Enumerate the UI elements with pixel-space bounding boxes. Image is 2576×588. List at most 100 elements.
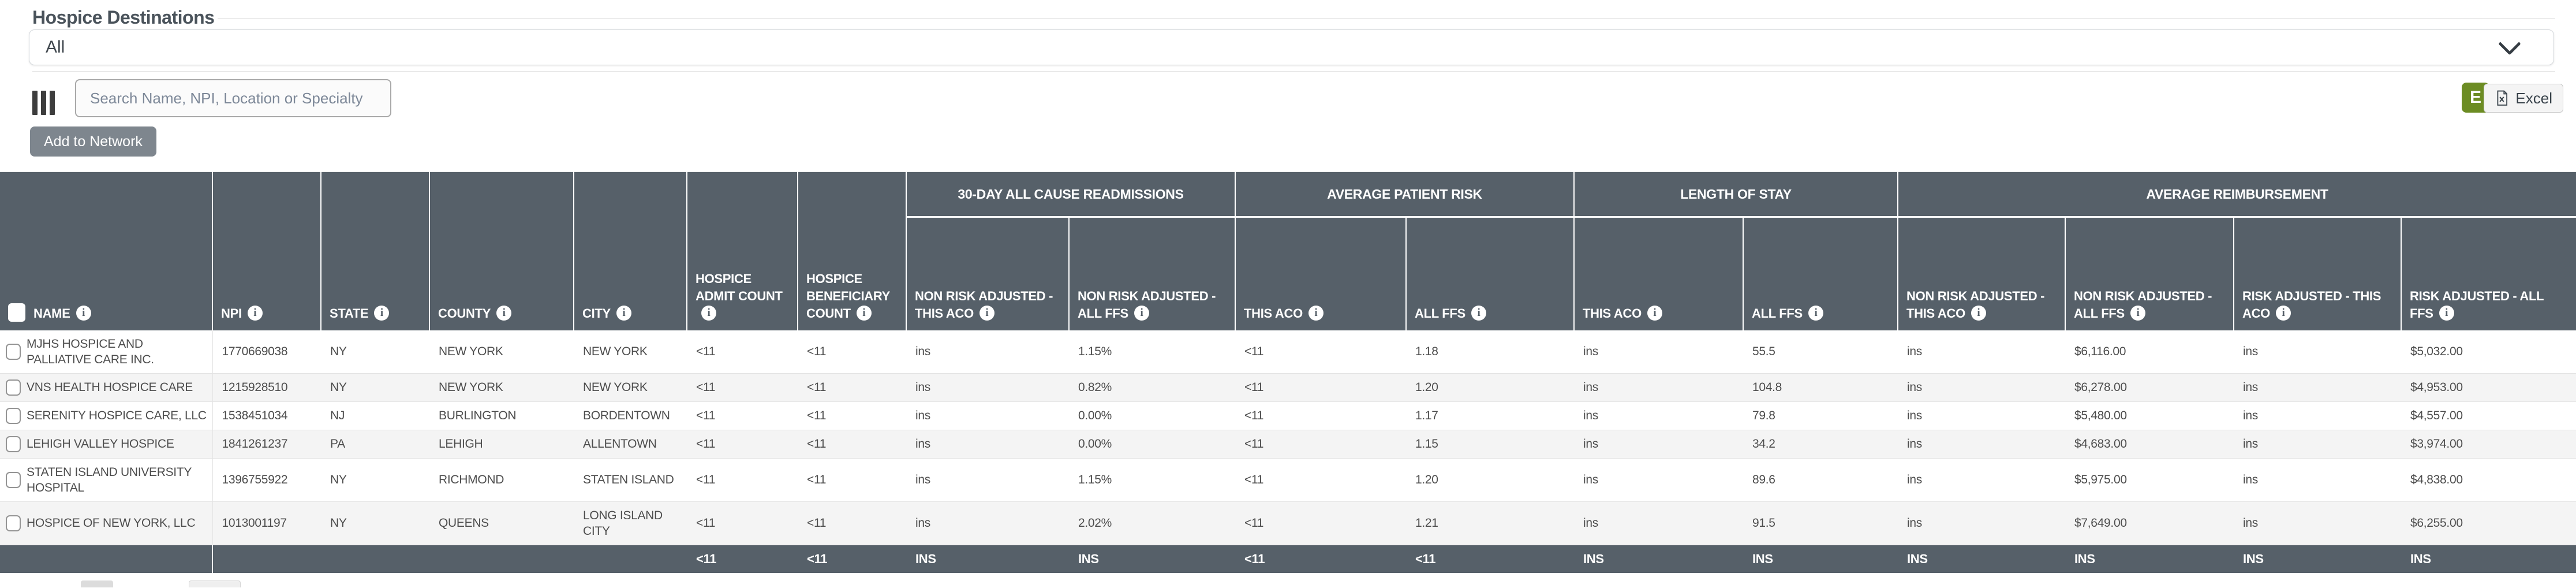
cell-los-this-aco: ins [1574,430,1743,459]
header-name[interactable]: NAME [0,172,212,330]
cell-risk-all-ffs: 1.20 [1406,373,1574,402]
row-checkbox[interactable] [6,436,21,452]
summary-row: <11 <11 INS INS <11 <11 INS INS INS INS … [0,545,2576,573]
cell-readm-nonrisk-this-aco: ins [906,501,1069,545]
cell-readm-nonrisk-all-ffs: 1.15% [1069,330,1235,374]
info-icon[interactable] [1308,305,1323,321]
info-icon[interactable] [2439,305,2454,321]
cell-reimb-nonrisk-this-aco: ins [1898,330,2065,374]
row-checkbox[interactable] [6,471,21,488]
cell-reimb-nonrisk-all-ffs: $6,278.00 [2065,373,2234,402]
header-county[interactable]: COUNTY [429,172,574,330]
cell-readm-nonrisk-all-ffs: 0.00% [1069,401,1235,430]
header-city[interactable]: CITY [573,172,687,330]
pagination-button-partial[interactable] [189,580,241,587]
cell-readm-nonrisk-all-ffs: 0.00% [1069,430,1235,459]
info-icon[interactable] [2130,305,2145,321]
search-input[interactable] [75,79,391,117]
header-los-this-aco[interactable]: THIS ACO [1573,217,1743,330]
info-icon[interactable] [76,305,91,321]
cell-city: LONG ISLAND CITY [574,501,687,545]
table-row: HOSPICE OF NEW YORK, LLC 1013001197 NY Q… [0,501,2576,545]
group-header-length-of-stay: LENGTH OF STAY [1573,172,1898,218]
row-checkbox[interactable] [6,515,21,531]
cell-npi: 1215928510 [212,373,321,402]
columns-icon[interactable] [32,91,55,115]
info-icon[interactable] [2276,305,2291,321]
info-icon[interactable] [856,305,872,321]
header-readm-nonrisk-all-ffs[interactable]: NON RISK ADJUSTED - ALL FFS [1068,217,1235,330]
cell-reimb-risk-all-ffs: $6,255.00 [2401,501,2576,545]
cell-risk-all-ffs: 1.20 [1406,458,1574,502]
table-body: MJHS HOSPICE AND PALLIATIVE CARE INC. 17… [0,330,2576,545]
header-hospice-beneficiary-count[interactable]: HOSPICE BENEFICIARY COUNT [797,172,906,330]
page-size-control-partial[interactable] [81,580,113,587]
info-icon[interactable] [701,305,716,321]
cell-readm-nonrisk-this-aco: ins [906,373,1069,402]
cell-readm-nonrisk-all-ffs: 2.02% [1069,501,1235,545]
header-risk-this-aco[interactable]: THIS ACO [1235,217,1406,330]
info-icon[interactable] [1647,305,1662,321]
cell-npi: 1013001197 [212,501,321,545]
header-risk-all-ffs[interactable]: ALL FFS [1405,217,1574,330]
cell-county: RICHMOND [429,458,574,502]
cell-county: NEW YORK [429,373,574,402]
row-checkbox[interactable] [6,343,21,360]
info-icon[interactable] [1134,305,1149,321]
cell-admit-count: <11 [687,401,798,430]
cell-readm-nonrisk-this-aco: ins [906,430,1069,459]
header-hospice-admit-count[interactable]: HOSPICE ADMIT COUNT [686,172,798,330]
header-reimb-risk-all-ffs[interactable]: RISK ADJUSTED - ALL FFS [2400,217,2576,330]
cell-state: NY [321,373,429,402]
header-reimb-nonrisk-all-ffs[interactable]: NON RISK ADJUSTED - ALL FFS [2065,217,2234,330]
provider-name: LEHIGH VALLEY HOSPICE [27,437,174,451]
header-state[interactable]: STATE [320,172,429,330]
cell-los-this-aco: ins [1574,458,1743,502]
row-checkbox[interactable] [6,379,21,396]
header-reimb-risk-this-aco[interactable]: RISK ADJUSTED - THIS ACO [2233,217,2401,330]
cell-reimb-risk-all-ffs: $5,032.00 [2401,330,2576,374]
cell-beneficiary-count: <11 [798,458,906,502]
excel-export-button[interactable]: Excel [2484,84,2563,113]
cell-state: NY [321,330,429,374]
info-icon[interactable] [374,305,390,321]
hospice-destinations-select[interactable]: All [29,29,2554,65]
cell-reimb-nonrisk-all-ffs: $7,649.00 [2065,501,2234,545]
select-value: All [46,38,65,57]
header-reimb-nonrisk-this-aco[interactable]: NON RISK ADJUSTED - THIS ACO [1897,217,2065,330]
cell-reimb-risk-this-aco: ins [2234,401,2401,430]
header-npi[interactable]: NPI [212,172,321,330]
cell-reimb-risk-this-aco: ins [2234,430,2401,459]
info-icon[interactable] [247,305,263,321]
info-icon[interactable] [496,305,512,321]
select-all-checkbox[interactable] [8,303,25,322]
cell-npi: 1538451034 [212,401,321,430]
table-header: NAME NPI STATE COUNTY CITY HOSPICE ADMIT… [0,172,2576,330]
cell-los-this-aco: ins [1574,330,1743,374]
provider-name: HOSPICE OF NEW YORK, LLC [27,516,196,530]
info-icon[interactable] [1808,305,1823,321]
cell-reimb-nonrisk-this-aco: ins [1898,501,2065,545]
section-divider [32,71,2555,72]
info-icon[interactable] [1471,305,1486,321]
row-checkbox[interactable] [6,407,21,424]
header-los-all-ffs[interactable]: ALL FFS [1743,217,1898,330]
info-icon[interactable] [616,305,631,321]
cell-state: NJ [321,401,429,430]
cell-reimb-nonrisk-this-aco: ins [1898,430,2065,459]
info-icon[interactable] [1971,305,1986,321]
group-header-patient-risk: AVERAGE PATIENT RISK [1235,172,1574,218]
cell-risk-all-ffs: 1.15 [1406,430,1574,459]
cell-admit-count: <11 [687,458,798,502]
header-readm-nonrisk-this-aco[interactable]: NON RISK ADJUSTED - THIS ACO [906,217,1069,330]
footer-risk-all-ffs: <11 [1406,545,1574,573]
cell-beneficiary-count: <11 [798,373,906,402]
footer-beneficiary-count: <11 [798,545,906,573]
cell-reimb-risk-this-aco: ins [2234,458,2401,502]
info-icon[interactable] [979,305,994,321]
cell-readm-nonrisk-all-ffs: 1.15% [1069,458,1235,502]
add-to-network-button[interactable]: Add to Network [30,126,156,157]
cell-city: STATEN ISLAND [574,458,687,502]
cell-readm-nonrisk-this-aco: ins [906,458,1069,502]
cell-reimb-nonrisk-all-ffs: $5,975.00 [2065,458,2234,502]
